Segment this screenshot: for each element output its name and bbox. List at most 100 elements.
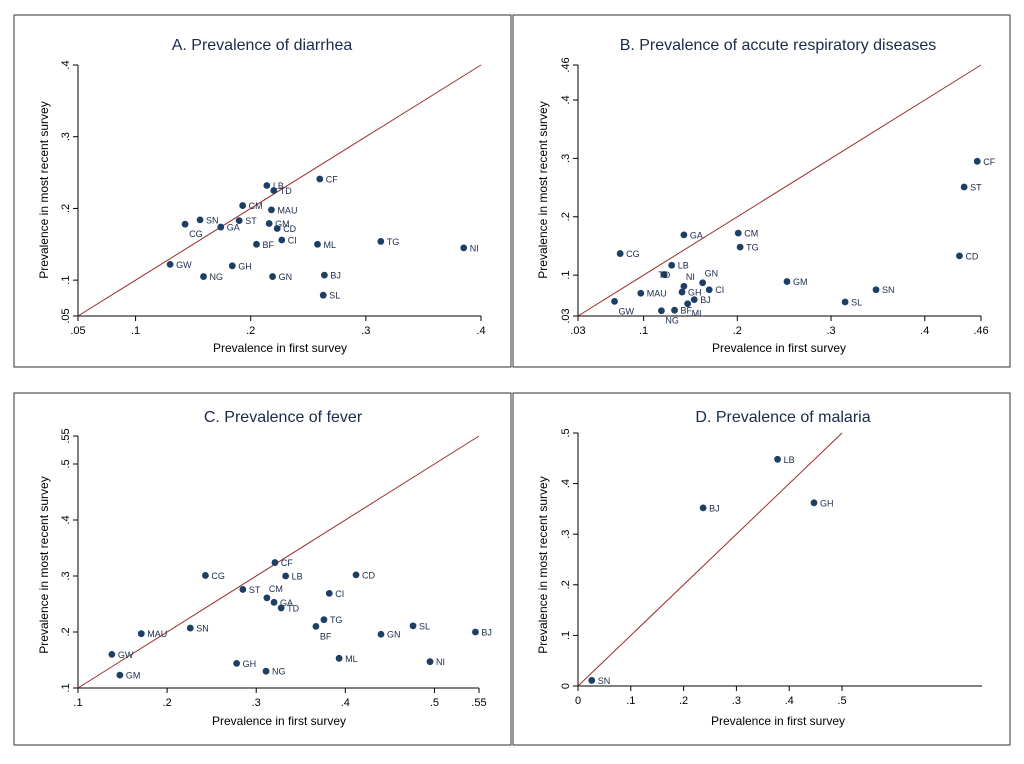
panel-b-frame [512,14,1011,368]
panel-a-point-sn [196,216,204,224]
panel-b-point-label: MAU [647,289,667,299]
panel-b-point-label: CF [983,157,995,167]
panel-b-point-label: CM [744,229,758,239]
panel-b-y-tick-label: .3 [560,154,572,163]
panel-c-point-label: LB [292,572,303,582]
panel-d-equality-line [577,432,843,687]
panel-d-y-tick-label: .4 [560,479,572,488]
panel-a-point-label: GA [227,223,240,233]
panel-a-point-cf [316,175,324,183]
panel-b-point-label: BJ [700,295,711,305]
panel-d-frame [512,392,1011,746]
panel-c-point-label: GW [118,650,134,660]
panel-b-point-cm [734,229,742,237]
panel-b-y-tick-label: .2 [560,212,572,221]
panel-a-point-ni [460,244,468,252]
panel-a-point-label: BJ [330,271,341,281]
panel-b-point-sl [841,298,849,306]
panel-b-x-tick-label: .46 [973,325,988,337]
panel-a-point-label: CF [326,175,338,185]
panel-b-point-label: CD [965,251,978,261]
panel-c-point-label: GH [243,659,257,669]
panel-c-point-label: SL [419,621,430,631]
panel-b-point-td [660,271,668,278]
panel-b-point-sn [872,286,880,294]
panel-a-point-label: ST [245,216,257,226]
panel-b-point-label: NG [665,316,679,326]
panel-a-x-label: Prevalence in first survey [213,341,347,355]
panel-a-point-gm [265,220,273,227]
panel-b-point-label: CG [626,249,640,259]
panel-b-point-label: GH [688,288,702,298]
panel-b-point-bj [690,296,698,304]
panel-b-title: B. Prevalence of accute respiratory dise… [620,37,937,54]
panel-c-point-bj [472,628,479,636]
panel-c-point-label: SN [196,624,209,634]
panel-c-point-label: GM [126,671,141,681]
panel-c-point-mau [137,630,145,638]
panel-a-point-gw [166,260,174,268]
panel-b-point-label: SN [882,285,895,295]
panel-b-x-tick-label: .03 [570,325,585,337]
panel-c-plot: .1 .2 .3 .4 .5 .55 .1 .2 .3 .4 .5 .55 CF CG LB CD ST CM GA… [60,428,492,709]
panel-c-point-label: ML [345,654,358,664]
panel-a-point-label: CM [249,201,263,211]
panel-b-point-label: CI [715,285,724,295]
panel-a-point-label: GH [238,261,252,271]
panel-b-point-cg [616,250,624,257]
panel-a-point-sl [319,291,327,299]
panel-c-title: C. Prevalence of fever [204,409,363,426]
panel-b-point-label: SL [851,297,862,307]
panel-b-point-ci [705,286,713,294]
panel-b-point-cf [973,157,981,165]
panel-b-point-ga [680,231,688,239]
panel-d-x-tick-label: .4 [785,695,794,707]
panel-d-point-sn [588,677,596,684]
panel-a-x-tick-label: .1 [131,325,140,337]
panel-b-point-lb [668,261,676,269]
panel-c-point-label: CM [269,584,283,594]
panel-b-y-label: Prevalence in most recent survey [536,101,550,278]
panel-a-point-label: CG [189,229,203,239]
panel-b-point-label: NI [686,272,695,282]
panel-b-point-label: GW [619,306,635,316]
panel-c-point-lb [282,572,290,580]
panel-c-point-label: TD [287,603,299,613]
panel-b-point-st [960,183,968,191]
panel-d-point-bj [699,504,707,512]
panel-a-point-st [235,217,243,225]
panel-d-y-tick-label: .5 [560,428,572,437]
panel-b-x-tick-label: .2 [733,325,742,337]
panel-b: B. Prevalence of accute respiratory dise… [512,14,1011,368]
panel-c-point-bf [312,623,320,630]
panel-a-point-ml [314,240,321,248]
panel-c-point-gh [233,659,241,667]
panel-d-x-tick-label: .1 [626,695,635,707]
panel-d-y-tick-label: .2 [560,580,572,589]
panel-a-y-tick-label: .2 [60,204,72,213]
panel-b-plot: .03 .1 .2 .3 .4 .46 .03 .1 .2 .3 .4 .46 CF ST CD CM GA TG… [560,57,996,337]
panel-a-point-gh [228,262,236,270]
panel-c-point-ga [270,598,278,606]
panel-c-y-tick-label: .55 [60,428,72,443]
panel-a-title: A. Prevalence of diarrhea [172,37,353,54]
panel-c-x-tick-label: .3 [252,697,261,709]
panel-d-point-label: LB [784,455,795,465]
panel-b-point-label: LB [678,261,689,271]
panel-d-y-tick-label: .3 [560,530,572,539]
panel-c-point-gn [377,630,385,638]
panel-a-point-tg [377,238,385,245]
panel-a-y-tick-label: .05 [60,308,72,323]
panel-a-point-label: MAU [277,205,297,215]
panel-b-point-mau [637,289,645,297]
panel-a-point-ci [278,236,286,244]
panel-a-y-tick-label: .4 [60,60,72,69]
panel-a-x-tick-label: .3 [361,325,370,337]
panel-d-x-tick-label: .5 [837,695,846,707]
panel-b-point-gh [678,288,686,296]
panel-a-point-bf [253,240,260,248]
panel-d-y-label: Prevalence in most recent survey [536,476,550,653]
panel-c-point-tg [320,616,328,624]
